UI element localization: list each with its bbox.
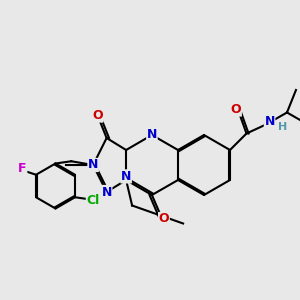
Text: N: N (147, 128, 157, 142)
Text: N: N (121, 170, 131, 183)
Text: O: O (231, 103, 241, 116)
Text: Cl: Cl (86, 194, 100, 207)
Text: N: N (101, 185, 112, 199)
Text: F: F (18, 162, 27, 175)
Text: H: H (278, 122, 287, 133)
Text: O: O (92, 109, 103, 122)
Text: N: N (88, 158, 98, 172)
Text: O: O (159, 212, 169, 226)
Text: N: N (264, 115, 275, 128)
